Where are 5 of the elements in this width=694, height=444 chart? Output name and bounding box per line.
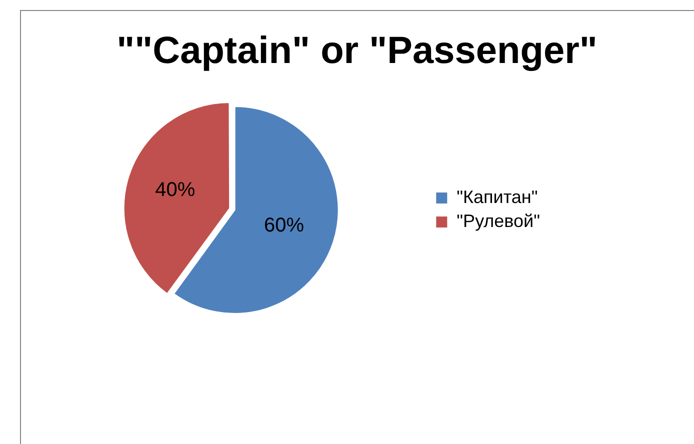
data-label: 40%: [155, 179, 196, 202]
chart-title: ""Captain" or "Passenger": [116, 30, 598, 73]
data-label: 60%: [264, 214, 304, 237]
legend-label: "Рулевой": [456, 210, 540, 231]
legend-label: "Капитан": [456, 186, 538, 207]
